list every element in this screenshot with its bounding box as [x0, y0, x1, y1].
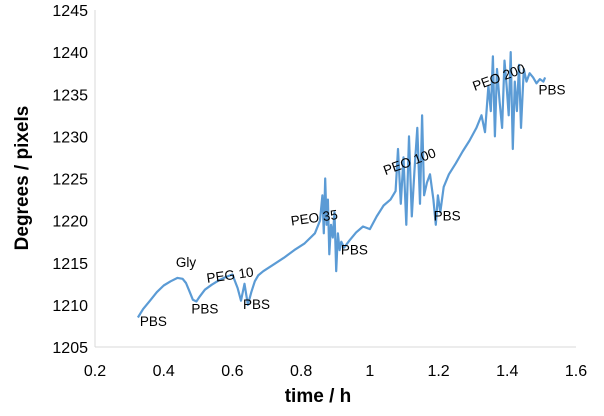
annotation-label: PBS — [140, 314, 167, 329]
y-tick-label: 1230 — [52, 129, 88, 146]
x-tick-label: 1.4 — [496, 363, 518, 380]
y-tick-labels: 1205 1210 1215 1220 1225 1230 1235 1240 1245 — [52, 3, 88, 357]
annotation-label: PBS — [341, 242, 368, 257]
x-tick-labels: 0.2 0.4 0.6 0.8 1 1.2 1.4 1.6 — [84, 363, 587, 380]
x-tick-label: 0.6 — [221, 363, 243, 380]
x-tick-label: 0.8 — [290, 363, 312, 380]
annotation-label: PBS — [434, 209, 461, 224]
annotation-label: Gly — [176, 255, 197, 270]
annotation-label: PEO 35 — [290, 207, 339, 228]
y-axis-title: Degrees / pixels — [12, 106, 33, 251]
y-tick-label: 1210 — [52, 298, 88, 315]
annotation-label: PBS — [538, 82, 565, 97]
x-tick-label: 1.2 — [427, 363, 449, 380]
y-tick-label: 1225 — [52, 172, 88, 189]
y-tick-label: 1235 — [52, 87, 88, 104]
x-tick-label: 1.6 — [565, 363, 587, 380]
y-tick-label: 1205 — [52, 340, 88, 357]
annotation-label: PBS — [191, 301, 218, 316]
x-tick-label: 0.4 — [153, 363, 175, 380]
series-line — [136, 51, 547, 319]
x-tick-label: 0.2 — [84, 363, 106, 380]
x-tick-label: 1 — [365, 363, 374, 380]
y-tick-label: 1245 — [52, 3, 88, 20]
y-tick-label: 1220 — [52, 214, 88, 231]
annotation-label: PEG 10 — [206, 264, 255, 285]
y-tick-label: 1240 — [52, 45, 88, 62]
x-axis-title: time / h — [285, 386, 352, 407]
annotation-label: PBS — [243, 297, 270, 312]
y-tick-label: 1215 — [52, 256, 88, 273]
